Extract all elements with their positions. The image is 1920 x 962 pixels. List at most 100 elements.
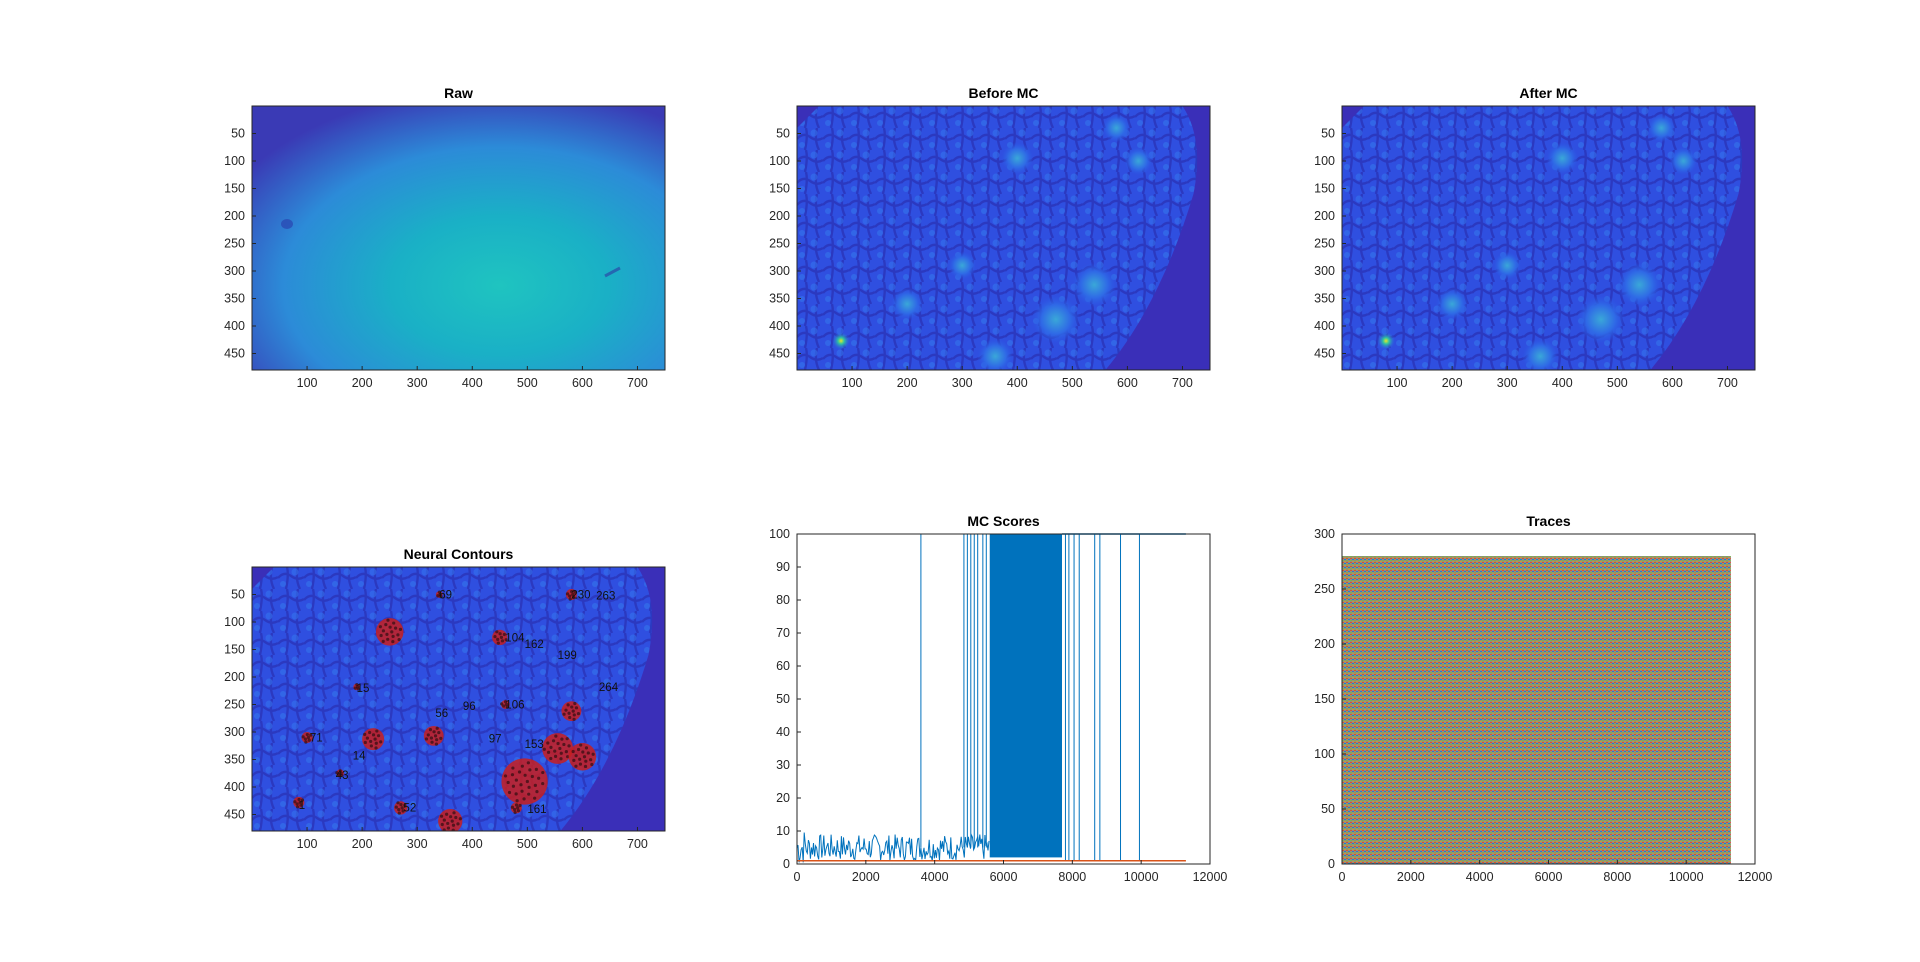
roi-marker [379,633,383,638]
roi-marker [503,700,508,704]
roi-cluster [561,701,582,722]
roi-marker [500,702,504,706]
roi-marker [504,638,508,642]
roi-label: 71 [310,733,323,745]
roi-label: 15 [357,683,370,695]
after-mc-title: After MC [1519,85,1577,101]
roi-marker [293,800,297,804]
after-mc-axes: 100 200 300 400 500 600 700 50 100 150 200 250 300 35… [1314,85,1756,390]
roi-marker [369,744,373,748]
contours-ytick-label: 300 [224,725,245,739]
scores-series-1-dense-block [989,534,1063,858]
roi-marker [369,739,373,744]
roi-marker [513,810,517,815]
raw-ytick-label: 400 [224,319,245,333]
roi-marker [435,738,439,742]
roi-label: 104 [505,632,525,644]
roi-marker [576,747,581,752]
roi-marker [378,625,383,629]
roi-marker [572,717,576,722]
roi-marker [442,818,446,822]
roi-marker [397,638,401,642]
raw-xtick-label: 700 [627,376,648,390]
traces-ytick-label: 0 [1328,857,1335,871]
scores-ytick-label: 80 [776,593,790,607]
roi-marker [399,802,403,807]
raw-ytick-label: 300 [224,264,245,278]
roi-marker [572,713,576,717]
scores-xtick-label: 2000 [852,870,880,884]
roi-marker [397,808,401,812]
contours-ytick-label: 100 [224,615,245,629]
roi-marker [573,701,577,706]
roi-marker [590,762,594,767]
raw-ytick-label: 150 [224,182,245,196]
scores-ytick-label: 40 [776,725,790,739]
roi-marker [391,634,395,638]
roi-marker [396,633,400,637]
raw-ytick-label: 250 [224,237,245,251]
roi-contour [568,742,597,771]
before-mc-xtick-label: 200 [897,376,918,390]
roi-marker [303,737,307,741]
contours-xtick-label: 400 [462,837,483,851]
contours-field-of-view [252,567,653,831]
contours-xtick-label: 300 [407,837,428,851]
roi-cluster [362,728,385,751]
raw-axes: 100 200 300 400 500 600 700 50 100 150 200 250 300 35… [224,85,666,390]
roi-marker [309,733,313,737]
before-mc-cell-blob [1001,142,1034,175]
roi-marker [392,621,396,625]
after-mc-xtick-label: 100 [1387,376,1408,390]
roi-marker [591,752,595,756]
roi-marker [335,771,339,775]
after-mc-cell-blob [1493,251,1522,280]
after-mc-image [1342,106,1743,370]
scores-xtick-label: 4000 [921,870,949,884]
after-mc-xtick-label: 300 [1497,376,1518,390]
roi-marker [579,743,583,747]
roi-marker [582,755,587,759]
roi-marker [570,589,574,594]
roi-marker [528,768,532,772]
roi-marker [516,806,520,810]
scores-ytick-label: 30 [776,758,790,772]
roi-label: 96 [463,701,476,713]
roi-marker [562,712,566,716]
roi-label: 162 [525,639,544,651]
before-mc-ytick-label: 100 [769,154,790,168]
roi-marker [365,736,370,740]
roi-marker [523,773,527,777]
roi-marker [511,766,515,770]
roi-marker [566,755,570,759]
roi-marker [553,754,558,758]
roi-marker [541,770,545,775]
before-mc-ytick-label: 200 [769,209,790,223]
scores-xtick-label: 8000 [1058,870,1086,884]
roi-marker [513,807,517,812]
contours-ytick-label: 250 [224,698,245,712]
traces-title: Traces [1526,513,1571,529]
before-mc-xtick-label: 400 [1007,376,1028,390]
before-mc-bright-spot [832,331,851,350]
contours-ytick-label: 200 [224,670,245,684]
after-mc-xtick-label: 200 [1442,376,1463,390]
roi-marker [576,712,581,716]
after-mc-cell-blob [1647,114,1676,142]
roi-marker [535,790,539,794]
before-mc-cell-blob [1031,295,1080,344]
after-mc-ytick-label: 400 [1314,319,1335,333]
roi-contour [362,728,385,751]
scores-ytick-label: 90 [776,560,790,574]
roi-cluster [501,758,548,805]
after-mc-xtick-label: 700 [1717,376,1738,390]
roi-cluster [568,742,597,771]
after-mc-ytick-label: 50 [1321,127,1335,141]
before-mc-ytick-label: 450 [769,347,790,361]
scores-axes: 0 2000 4000 6000 8000 10000 12000 0 10 20 30 40 50 60… [769,513,1227,884]
roi-marker [496,637,500,641]
roi-marker [295,805,300,809]
roi-marker [301,735,305,739]
roi-marker [525,779,529,784]
roi-marker [439,736,443,740]
